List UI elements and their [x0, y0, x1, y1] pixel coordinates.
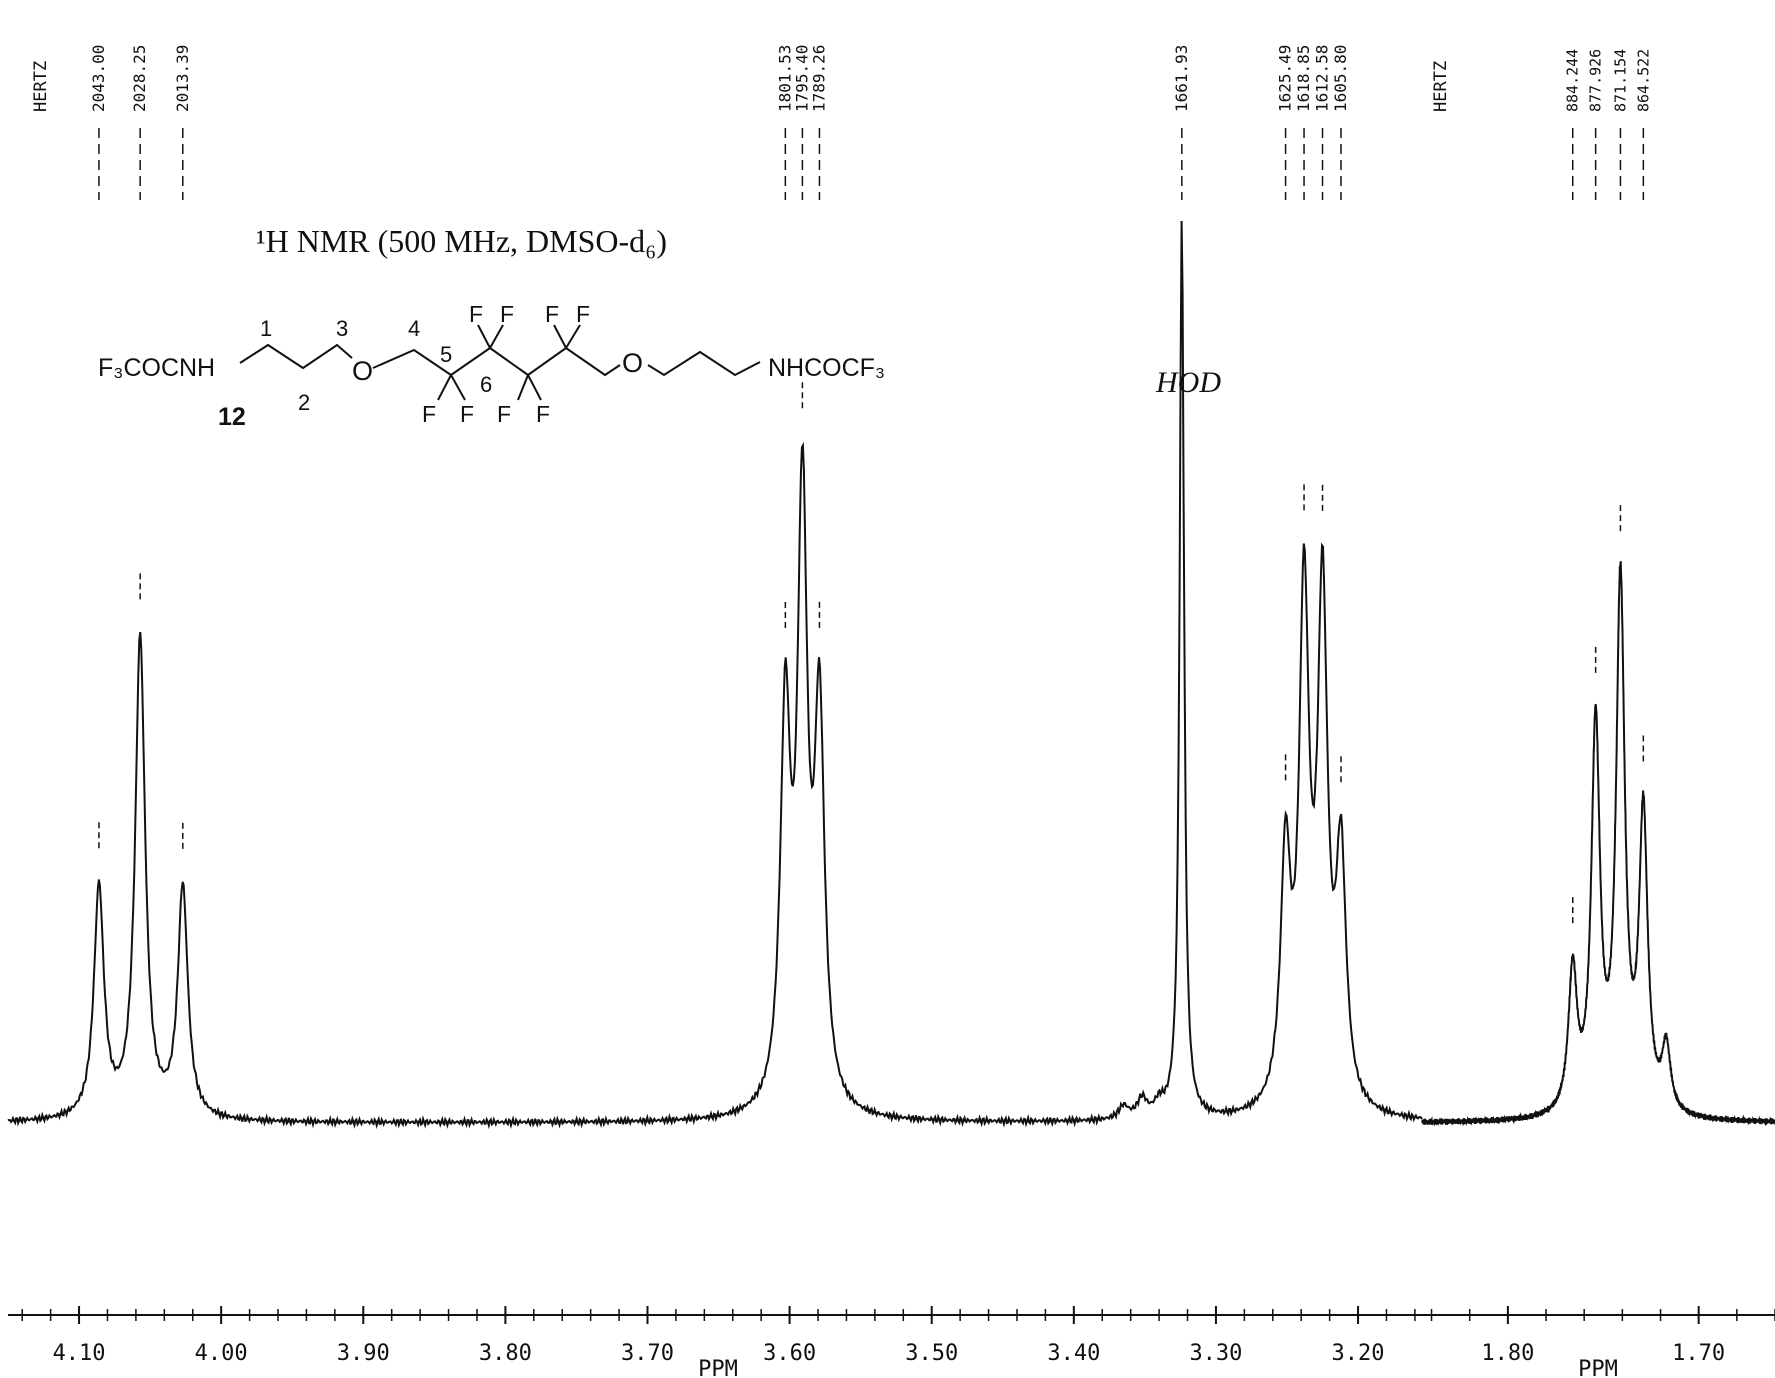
left-group-label: F₃COCNH [98, 354, 215, 382]
spectrum-trace-inset [1421, 561, 1775, 1127]
x-tick-label: 3.20 [1332, 1341, 1385, 1366]
position-label-2: 2 [298, 390, 310, 415]
x-tick-label: 3.40 [1047, 1341, 1100, 1366]
oxygen-label-1: O [352, 356, 373, 386]
peak-label-hz: 864.522 [1634, 49, 1652, 112]
position-label-4: 4 [408, 316, 420, 341]
x-tick-label: 3.70 [621, 1341, 674, 1366]
x-tick-label: 3.50 [905, 1341, 958, 1366]
position-label-5: 5 [440, 342, 452, 367]
x-tick-label: 3.30 [1189, 1341, 1242, 1366]
hod-annotation: HOD [1155, 366, 1221, 399]
chemical-structure: F₃COCNH 12 O O NHCOCF₃ 1 2 3 4 5 6 F F F… [98, 301, 885, 431]
fluorine-bottom-3: F [497, 401, 511, 427]
x-tick-label: 1.70 [1672, 1341, 1725, 1366]
inset-spectrum-panel: 1.80 1.70 884.244 877.926 871.154 864.522 [1421, 49, 1775, 1366]
x-tick-label: 3.80 [479, 1341, 532, 1366]
fluorine-top-1: F [469, 301, 483, 327]
fluorine-top-4: F [576, 301, 590, 327]
peak-label-hz: 884.244 [1564, 49, 1582, 112]
peak-label-hz: 1625.49 [1276, 45, 1295, 112]
peak-label-hz: 2043.00 [89, 45, 108, 112]
chain-bonds-left [239, 343, 353, 370]
peak-label-hz: 871.154 [1611, 49, 1629, 112]
x-tick-label: 4.10 [53, 1341, 106, 1366]
spectrum-trace-main [7, 220, 1423, 1130]
cf-bonds [437, 324, 581, 401]
hertz-label-main: HERTZ [31, 61, 51, 112]
fluorine-bottom-4: F [536, 401, 550, 427]
peak-label-hz: 877.926 [1587, 49, 1605, 112]
x-unit-label-inset: PPM [1578, 1357, 1618, 1378]
x-tick-label: 3.90 [337, 1341, 390, 1366]
peak-label-hz: 1801.53 [775, 45, 794, 112]
position-label-6: 6 [480, 372, 492, 397]
fluorine-bottom-2: F [460, 401, 474, 427]
peak-label-hz: 2013.39 [173, 45, 192, 112]
hertz-label-inset: HERTZ [1431, 61, 1451, 112]
x-unit-label-main: PPM [698, 1357, 738, 1378]
position-label-1: 1 [260, 316, 272, 341]
peak-label-hz: 1618.85 [1294, 45, 1313, 112]
chain-bonds-right [647, 350, 761, 377]
right-group-label: NHCOCF₃ [768, 354, 885, 382]
spectrum-title: ¹H NMR (500 MHz, DMSO-d₆) [256, 223, 667, 259]
peak-label-hz: 1795.40 [792, 45, 811, 112]
fluorine-top-2: F [500, 301, 514, 327]
position-label-3: 3 [336, 316, 348, 341]
oxygen-label-2: O [622, 348, 643, 378]
x-tick-label: 3.60 [763, 1341, 816, 1366]
compound-number: 12 [218, 403, 246, 431]
peak-label-hz: 1605.80 [1331, 45, 1350, 112]
chain-bonds-mid [372, 346, 621, 377]
x-tick-label: 4.00 [195, 1341, 248, 1366]
peak-label-hz: 2028.25 [130, 45, 149, 112]
peak-label-hz: 1789.26 [810, 45, 829, 112]
peak-label-hz: 1612.58 [1313, 45, 1332, 112]
fluorine-bottom-1: F [422, 401, 436, 427]
main-spectrum-panel: 4.10 4.00 3.90 3.80 3.70 3.60 3.50 3.40 3.30 3.20… [7, 45, 1423, 1366]
peak-label-hz: 1661.93 [1172, 45, 1191, 112]
fluorine-top-3: F [545, 301, 559, 327]
x-tick-label: 1.80 [1481, 1341, 1534, 1366]
